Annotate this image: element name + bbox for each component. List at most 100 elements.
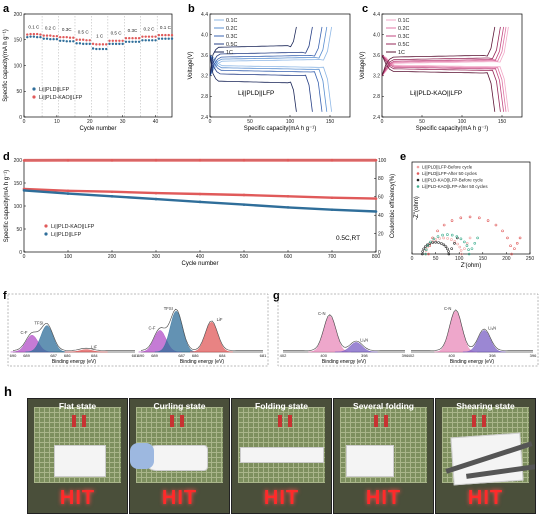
x-tick-label: 150 (326, 119, 335, 125)
data-point (78, 42, 82, 45)
peak-label: LiF (91, 345, 97, 350)
data-point (141, 39, 144, 42)
data-point (39, 33, 42, 36)
x-tick-label: 398 (489, 353, 496, 358)
data-point (164, 33, 167, 37)
data-point (242, 193, 246, 197)
data-point (170, 37, 174, 40)
data-point (131, 37, 134, 40)
data-point (434, 240, 437, 244)
panel-annotation: Li||PLD||LFP (238, 90, 274, 97)
legend-entry: Li||PLD||LFP (39, 87, 70, 93)
data-point (467, 248, 470, 251)
x-tick-label: 687 (50, 353, 57, 358)
charge-curve (209, 26, 313, 76)
data-point (477, 216, 481, 220)
data-point (444, 245, 448, 248)
legend-entry: Li||PLD-KAO||LFP-Before cycle (422, 178, 483, 183)
data-point (198, 200, 202, 204)
panel-d-frame (23, 159, 377, 253)
data-point (330, 196, 334, 200)
x-tick-label: 30 (120, 119, 126, 125)
discharge-curve (381, 55, 496, 112)
legend-entry: Li||PLD-KAO||LFP (39, 95, 83, 101)
y-axis-label: Specific capacity(mA h g⁻¹) (3, 29, 9, 102)
x-tick-label: 690 (10, 353, 17, 358)
charge-curve (209, 26, 328, 76)
data-point (68, 40, 72, 43)
legend-entry: Li||PLD-KAO||LFP-After 50 cycles (422, 184, 488, 189)
x-tick-label: 0 (381, 119, 384, 125)
data-point (463, 247, 466, 250)
fit-peak (154, 310, 198, 353)
data-point (421, 252, 424, 256)
y-tick-label: 80 (378, 176, 384, 182)
data-point (473, 241, 477, 245)
data-point (32, 32, 36, 36)
data-point (440, 242, 443, 245)
legend-marker (44, 232, 48, 236)
x-tick-label: 400 (320, 353, 327, 358)
photo-shearing: Shearing state HIT (435, 398, 536, 514)
y-tick-label: 0 (19, 250, 22, 256)
data-point (424, 252, 427, 256)
data-point (72, 40, 75, 43)
data-point (446, 247, 449, 251)
discharge-curve (209, 55, 313, 112)
data-point (26, 33, 29, 36)
data-point (65, 40, 68, 43)
data-point (423, 245, 427, 248)
data-point (52, 38, 55, 41)
data-point (459, 249, 463, 252)
y-tick-label: 4.0 (201, 32, 208, 38)
envelope-curve (411, 309, 533, 351)
data-point (436, 229, 439, 233)
data-point (22, 159, 26, 162)
photo-caption: Curling state (153, 401, 206, 411)
x-tick-label: 40 (153, 119, 159, 125)
legend-entry: 1C (226, 50, 233, 56)
data-point (467, 252, 471, 256)
data-point (422, 247, 425, 251)
data-point (91, 47, 95, 50)
data-point (242, 158, 246, 162)
core-level-tag: F1s (143, 302, 151, 307)
legend-marker (416, 178, 420, 182)
fit-peak (308, 315, 352, 353)
data-point (137, 37, 141, 40)
data-point (242, 203, 246, 206)
data-point (105, 47, 108, 51)
x-tick-label: 10 (54, 119, 60, 125)
data-point (453, 241, 456, 245)
legend-entry: 0.3C (398, 34, 409, 40)
envelope-curve (12, 323, 135, 351)
data-point (105, 43, 108, 46)
data-point (124, 37, 128, 40)
data-point (55, 38, 59, 41)
x-tick-label: 686 (192, 353, 199, 358)
photo-caption: Folding state (255, 401, 308, 411)
legend-entry: 0.3C (226, 34, 237, 40)
data-point (429, 240, 432, 244)
peak-label: TFSI (34, 321, 43, 326)
data-point (134, 40, 138, 44)
data-point (118, 42, 121, 46)
x-axis-label: Cycle number (79, 126, 116, 132)
data-point (486, 219, 490, 222)
data-point (101, 43, 105, 46)
data-point (450, 219, 454, 222)
data-point (108, 42, 111, 46)
data-point (82, 38, 85, 41)
fit-peak (64, 349, 108, 353)
y-axis-label: -Z''(ohm) (414, 196, 420, 220)
data-point (160, 37, 164, 40)
data-point (450, 233, 454, 237)
legend-entry: 0.2C (226, 26, 237, 32)
data-point (164, 37, 167, 40)
x-axis-label: Binding energy (eV) (322, 359, 367, 365)
panel-f-border (7, 293, 269, 367)
x-axis-label: Binding energy (eV) (450, 359, 495, 365)
panel-e-frame (411, 161, 531, 255)
panel-letter: d (3, 151, 10, 163)
peak-label: TFSI (164, 306, 173, 311)
